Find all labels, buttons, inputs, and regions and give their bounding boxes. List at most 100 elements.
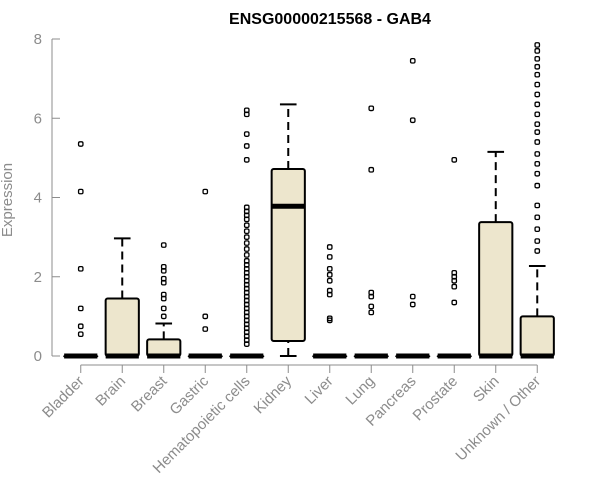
outlier-point [534,42,541,48]
outlier-point [243,246,250,252]
y-axis: 0 2 4 6 8 [34,31,60,365]
outlier-point [326,265,333,272]
outlier-point [202,326,209,332]
outlier-point [451,299,458,306]
outlier-point [77,141,84,147]
outlier-point [160,242,167,248]
outlier-point [77,265,84,272]
outlier-point [534,202,541,209]
outlier-point [368,105,375,112]
outlier-point [243,240,250,246]
outlier-point [534,160,541,167]
outlier-point [534,111,541,118]
outlier-point [534,121,541,128]
box-bladder [63,141,99,359]
outlier-point [534,91,541,98]
outlier-point [368,166,375,173]
outlier-point [368,303,375,310]
outlier-point [409,301,416,308]
outlier-point [326,277,333,284]
outlier-point [534,101,541,108]
y-tick-label: 2 [34,269,42,286]
outlier-point [534,214,541,221]
outlier-point [326,244,333,250]
outlier-point [534,139,541,145]
outlier-point [326,271,333,278]
chart-title: ENSG00000215568 - GAB4 [229,11,431,28]
outlier-point [243,222,250,229]
outlier-point [326,317,333,324]
outlier-point [368,293,375,300]
outlier-point [243,216,250,223]
outlier-point [534,238,541,244]
box-unknown-other [519,42,555,359]
box-brain [104,237,140,359]
outlier-point [243,157,250,163]
x-tick-label: Kidney [251,372,296,417]
outlier-point [368,309,375,316]
outlier-point [160,267,167,274]
box-iqr [270,167,306,342]
outlier-point [160,313,167,320]
y-axis-label: Expression [0,163,16,237]
box-prostate [436,157,472,359]
outlier-point [409,57,416,64]
box-gastric [187,188,223,359]
box-breast [146,242,182,359]
box-liver [312,244,348,359]
y-tick-label: 4 [34,190,42,207]
outlier-point [243,234,250,240]
outlier-point [77,323,84,330]
x-tick-label: Skin [470,373,503,406]
x-tick-label: Brain [92,373,129,410]
outlier-point [202,188,209,195]
outlier-point [534,248,541,254]
outlier-point [160,305,167,312]
outlier-point [160,295,167,302]
outlier-point [534,71,541,78]
y-tick-label: 0 [34,348,42,365]
outlier-point [326,291,333,298]
box-skin [478,150,514,359]
box-hematopoietic-cells [229,107,265,359]
outlier-point [243,341,250,347]
outlier-point [243,252,250,258]
x-tick-label: Prostate [410,373,462,425]
outlier-point [451,277,458,284]
outlier-point [534,48,541,54]
outlier-point [451,157,458,163]
box-iqr [478,221,514,357]
plot-area [63,42,555,359]
y-tick-label: 8 [34,31,42,48]
outlier-point [77,305,84,312]
outlier-point [534,226,541,233]
outlier-point [202,313,209,320]
outlier-point [534,63,541,70]
box-pancreas [395,57,431,359]
outlier-point [77,188,84,195]
y-tick-label: 6 [34,110,42,127]
outlier-point [534,151,541,157]
outlier-point [326,254,333,260]
box-iqr [519,315,555,357]
x-tick-label: Lung [342,373,378,409]
outlier-point [409,117,416,124]
outlier-point [534,129,541,135]
outlier-point [534,170,541,177]
outlier-point [534,182,541,189]
x-tick-label: Liver [302,373,337,408]
outlier-point [451,283,458,290]
x-tick-label: Breast [128,372,171,415]
x-tick-label: Bladder [39,373,88,422]
outlier-point [534,81,541,88]
box-iqr [104,297,140,358]
outlier-point [409,293,416,300]
box-kidney [270,103,306,357]
outlier-point [243,143,250,149]
box-lung [353,105,389,359]
outlier-point [243,131,250,137]
outlier-point [243,228,250,235]
outlier-point [534,55,541,62]
